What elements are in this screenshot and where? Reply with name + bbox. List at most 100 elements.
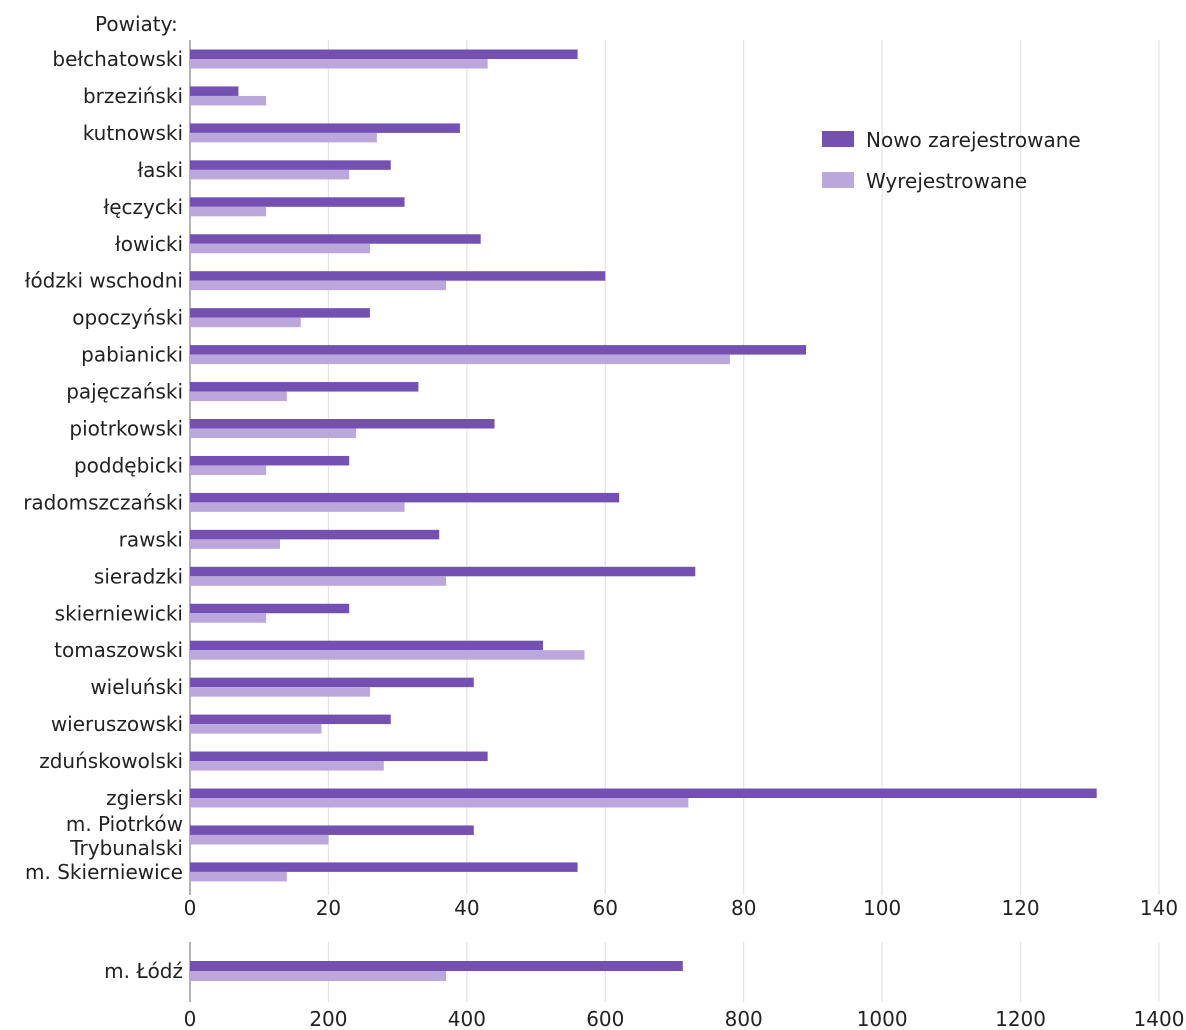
x-tick-label: 800	[725, 1007, 763, 1030]
category-labels-lower: m. Łódź	[104, 959, 183, 983]
bar-deregistered-zdunskowolski	[190, 761, 384, 771]
bar-new-pajeczanski	[190, 382, 419, 392]
x-tick-label: 600	[586, 1007, 624, 1030]
bar-deregistered-m-skierniewice	[190, 871, 287, 882]
category-label: zgierski	[106, 786, 183, 810]
bar-new-opoczynski	[190, 308, 370, 318]
bar-new-lowicki	[190, 234, 481, 244]
bar-new-skierniewicki	[190, 603, 350, 614]
bar-deregistered-zgierski	[190, 798, 689, 808]
bar-deregistered-skierniewicki	[190, 613, 267, 623]
category-label: m. Piotrków Trybunalski	[66, 812, 183, 860]
x-tick-labels-lower: 0 200 400 600 800 1000 1200 1400	[184, 1007, 1185, 1030]
bar-new-wielunski	[190, 677, 474, 688]
bar-new-belchatowski	[190, 49, 578, 59]
bar-deregistered-wieruszowski	[190, 724, 322, 734]
x-tick-label: 0	[184, 896, 197, 920]
bar-new-leczycki	[190, 197, 405, 207]
bar-deregistered-pabianicki	[190, 354, 730, 365]
bar-new-zgierski	[190, 788, 1097, 798]
bar-deregistered-brzezinski	[190, 95, 267, 106]
category-label: łódzki wschodni	[25, 269, 183, 293]
category-label: tomaszowski	[54, 638, 183, 662]
bar-new-m-piotrkow-trybunalski	[190, 825, 474, 835]
category-label: rawski	[119, 527, 183, 551]
legend-label-deregistered: Wyrejestrowane	[866, 169, 1027, 193]
x-tick-label: 40	[454, 896, 479, 920]
category-labels-upper: bełchatowski brzeziński kutnowski łaski łęcz…	[23, 47, 183, 884]
category-label: bełchatowski	[52, 47, 183, 71]
category-label: łęczycki	[104, 195, 183, 219]
legend: Nowo zarejestrowane Wyrejestrowane	[822, 128, 1081, 193]
bar-deregistered-m-piotrkow-trybunalski	[190, 834, 329, 845]
x-tick-label: 120	[1001, 896, 1039, 920]
category-label: zduńskowolski	[39, 749, 183, 773]
bar-deregistered-lodzki-wschodni	[190, 280, 447, 291]
bar-deregistered-belchatowski	[190, 59, 488, 69]
category-label: skierniewicki	[55, 601, 183, 625]
x-tick-label: 140	[1140, 896, 1178, 920]
category-label: pajęczański	[66, 380, 183, 404]
category-label: m. Łódź	[104, 959, 183, 983]
category-label: brzeziński	[83, 84, 183, 108]
category-label: wieluński	[90, 675, 183, 699]
category-label: wieruszowski	[51, 712, 183, 736]
x-tick-label: 1200	[995, 1007, 1046, 1030]
category-label: kutnowski	[83, 121, 183, 145]
x-tick-label: 80	[731, 896, 756, 920]
bar-new-zdunskowolski	[190, 751, 488, 762]
bar-new-rawski	[190, 529, 440, 540]
bar-deregistered-lowicki	[190, 243, 370, 254]
bar-deregistered-laski	[190, 169, 350, 180]
bar-deregistered-kutnowski	[190, 132, 377, 143]
x-tick-label: 400	[448, 1007, 486, 1030]
bars-upper	[190, 49, 1097, 882]
bar-deregistered-tomaszowski	[190, 650, 585, 660]
bar-new-m-lodz	[190, 961, 683, 971]
legend-label-new: Nowo zarejestrowane	[866, 128, 1081, 152]
bar-deregistered-piotrkowski	[190, 428, 357, 438]
bar-deregistered-sieradzki	[190, 576, 447, 586]
x-tick-label: 60	[593, 896, 618, 920]
category-label: radomszczański	[23, 490, 183, 514]
bar-new-radomszczanski	[190, 492, 620, 503]
bar-new-m-skierniewice	[190, 862, 578, 872]
x-tick-label: 1000	[857, 1007, 908, 1030]
bar-new-brzezinski	[190, 86, 239, 96]
bar-deregistered-m-lodz	[190, 971, 447, 981]
category-label: łaski	[138, 158, 184, 182]
bar-deregistered-radomszczanski	[190, 502, 405, 512]
category-label: m. Skierniewice	[25, 860, 183, 884]
category-label-line: m. Piotrków	[66, 812, 183, 836]
bar-deregistered-rawski	[190, 539, 280, 549]
bar-new-wieruszowski	[190, 714, 391, 725]
axis-title: Powiaty:	[95, 12, 178, 36]
bar-deregistered-poddebicki	[190, 465, 267, 475]
bar-new-poddebicki	[190, 455, 350, 466]
x-tick-label: 20	[316, 896, 341, 920]
bar-new-piotrkowski	[190, 419, 495, 429]
x-tick-label: 100	[863, 896, 901, 920]
category-label: pabianicki	[81, 343, 183, 367]
bar-deregistered-opoczynski	[190, 317, 301, 328]
x-tick-labels-upper: 0 20 40 60 80 100 120 140	[184, 896, 1178, 920]
bars-lower	[190, 961, 683, 981]
bar-new-tomaszowski	[190, 640, 543, 651]
bar-deregistered-wielunski	[190, 687, 370, 697]
category-label: opoczyński	[72, 306, 183, 330]
category-label-line: Trybunalski	[69, 836, 183, 860]
category-label: łowicki	[115, 232, 183, 256]
bar-new-lodzki-wschodni	[190, 271, 606, 281]
legend-swatch-deregistered	[822, 172, 854, 188]
bar-deregistered-pajeczanski	[190, 391, 287, 402]
bar-new-kutnowski	[190, 123, 460, 133]
bar-new-sieradzki	[190, 566, 696, 577]
category-label: sieradzki	[94, 564, 183, 588]
category-label: poddębicki	[74, 453, 183, 477]
x-tick-label: 1400	[1134, 1007, 1185, 1030]
x-tick-label: 0	[184, 1007, 197, 1030]
bar-new-laski	[190, 160, 391, 170]
bar-new-pabianicki	[190, 345, 807, 355]
x-tick-label: 200	[309, 1007, 347, 1030]
